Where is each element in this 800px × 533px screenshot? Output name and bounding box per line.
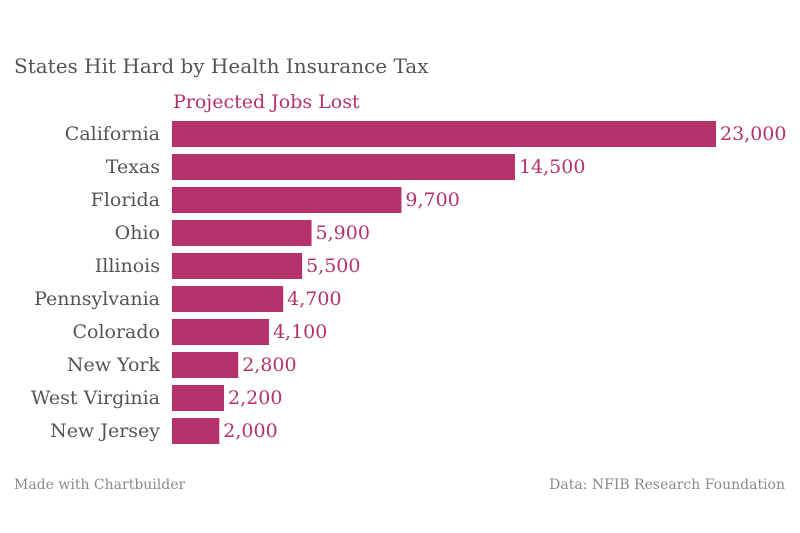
bar-ohio — [172, 220, 312, 246]
value-label: 4,700 — [287, 288, 341, 310]
value-label: 5,900 — [316, 222, 370, 244]
bar-new-york — [172, 352, 239, 378]
category-label: Illinois — [95, 255, 160, 277]
category-label: Colorado — [72, 321, 160, 343]
chart-title: States Hit Hard by Health Insurance Tax — [14, 54, 429, 78]
category-label: New York — [67, 354, 161, 376]
value-label: 9,700 — [405, 189, 459, 211]
value-label: 4,100 — [273, 321, 327, 343]
category-label: Ohio — [115, 222, 160, 244]
bar-florida — [172, 187, 402, 213]
category-label: Texas — [106, 156, 160, 178]
credit-text: Made with Chartbuilder — [14, 477, 186, 493]
value-label: 14,500 — [519, 156, 585, 178]
source-text: Data: NFIB Research Foundation — [549, 477, 785, 493]
category-label: West Virginia — [31, 387, 160, 409]
series-label: Projected Jobs Lost — [173, 91, 360, 113]
bar-new-jersey — [172, 418, 220, 444]
category-label: California — [65, 123, 160, 145]
bar-texas — [172, 154, 515, 180]
bar-west-virginia — [172, 385, 225, 411]
category-label: New Jersey — [50, 420, 160, 442]
value-label: 5,500 — [306, 255, 360, 277]
bar-colorado — [172, 319, 269, 345]
value-label: 2,000 — [223, 420, 277, 442]
value-label: 2,200 — [228, 387, 282, 409]
bars-group: California 23,000 Texas 14,500 Florida 9,700 O… — [31, 121, 786, 444]
category-label: Florida — [91, 189, 160, 211]
bar-pennsylvania — [172, 286, 284, 312]
value-label: 23,000 — [720, 123, 786, 145]
bar-california — [172, 121, 716, 147]
value-label: 2,800 — [242, 354, 296, 376]
bar-illinois — [172, 253, 303, 279]
category-label: Pennsylvania — [34, 288, 160, 310]
